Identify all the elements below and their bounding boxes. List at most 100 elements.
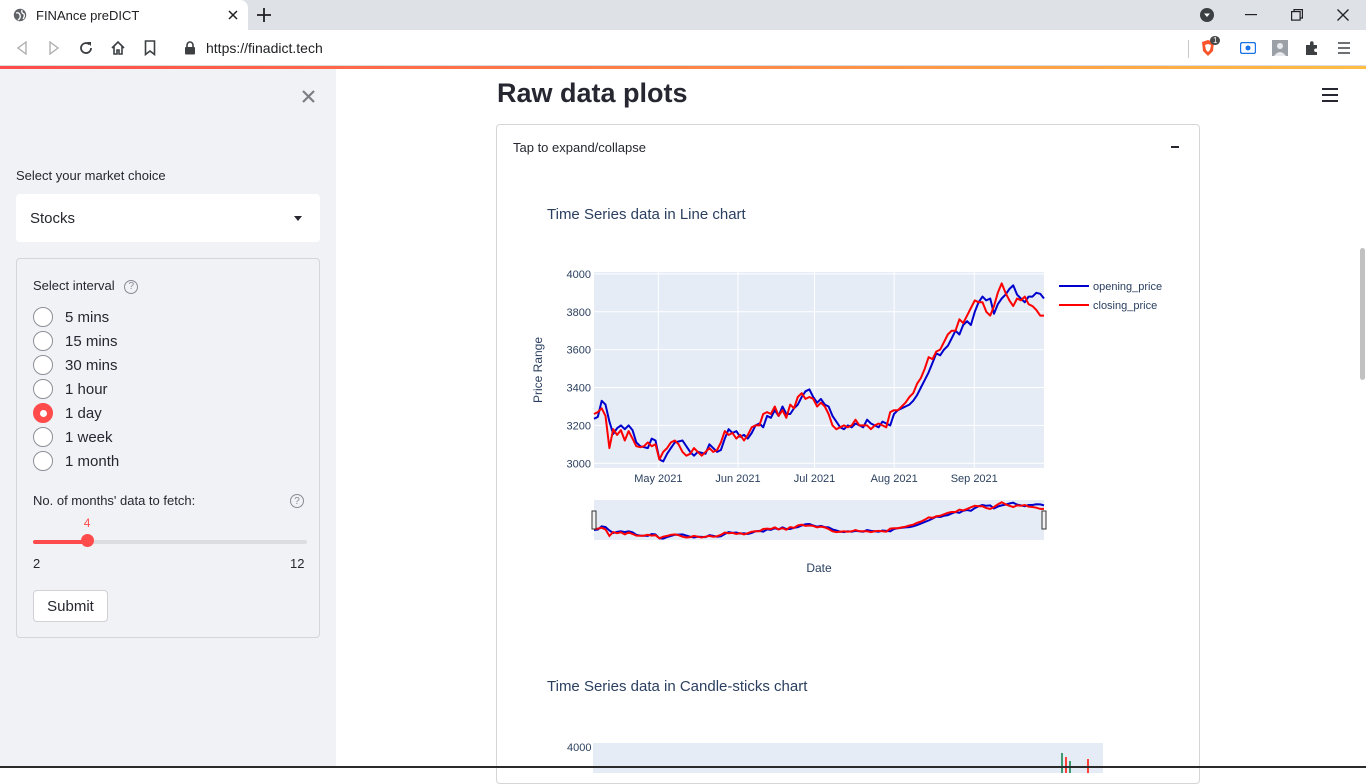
market-select[interactable]: Stocks (16, 194, 320, 242)
toolbar-divider (1188, 40, 1189, 58)
restore-button[interactable] (1274, 0, 1320, 30)
y-tick-label: 3200 (567, 420, 591, 432)
x-tick-label: Jun 2021 (715, 473, 760, 485)
slider-current-value: 4 (83, 516, 91, 530)
months-slider-thumb[interactable] (81, 534, 95, 547)
brave-shields-button[interactable]: 1 (1199, 36, 1221, 57)
interval-option[interactable]: 1 hour (33, 379, 108, 399)
radio-button[interactable] (33, 403, 53, 423)
y-tick-label: 3800 (567, 307, 591, 319)
radio-button[interactable] (33, 427, 53, 447)
browser-tab[interactable]: FINAnce preDICT (0, 0, 248, 30)
interval-label: Select interval (33, 278, 115, 293)
series-line-closing_price (593, 282, 1044, 461)
home-icon (111, 40, 125, 55)
x-axis-ticks: May 2021 Jun 2021 Jul 2021 Aug 2021 Sep 2021 (634, 473, 998, 485)
bookmark-button[interactable] (140, 38, 160, 58)
radio-button[interactable] (33, 307, 53, 327)
x-tick-label: Jul 2021 (794, 473, 836, 485)
candle-marks (1061, 753, 1089, 773)
help-icon[interactable]: ? (124, 279, 139, 294)
months-slider-track[interactable] (33, 540, 307, 544)
url-text: https://finadict.tech (206, 40, 323, 56)
plot-area (594, 272, 1044, 468)
interval-option-label: 15 mins (65, 332, 118, 350)
legend-entry: closing_price (1093, 300, 1157, 312)
market-select-value: Stocks (30, 209, 76, 227)
interval-option[interactable]: 1 day (33, 403, 102, 423)
range-handle-left (591, 510, 597, 530)
legend[interactable]: opening_price closing_price (1059, 281, 1162, 312)
y-tick-label: 4000 (567, 269, 591, 281)
interval-option[interactable]: 15 mins (33, 331, 118, 351)
x-tick-label: May 2021 (634, 473, 682, 485)
line-chart: 3000 3200 3400 3600 3800 4000 May 2021 Jun 202… (531, 269, 1162, 575)
profile-extension[interactable] (1271, 39, 1289, 57)
market-select-label: Select your market choice (16, 168, 166, 183)
browser-titlebar: FINAnce preDICT (0, 0, 1366, 30)
taskbar-edge (0, 766, 1366, 768)
interval-option-label: 1 hour (65, 380, 108, 398)
minimize-button[interactable] (1228, 0, 1274, 30)
expander-header[interactable]: Tap to expand/collapse (513, 140, 646, 155)
interval-option[interactable]: 1 week (33, 427, 113, 447)
close-icon (1337, 9, 1349, 21)
radio-button[interactable] (33, 451, 53, 471)
range-slider[interactable] (591, 500, 1047, 540)
months-slider-fill (33, 540, 88, 544)
forward-icon (49, 41, 60, 55)
interval-label-row: Select interval ? (33, 278, 139, 294)
radio-button[interactable] (33, 331, 53, 351)
portrait-icon (1272, 40, 1288, 56)
interval-option[interactable]: 1 month (33, 451, 119, 471)
slider-max-label: 12 (290, 556, 305, 571)
interval-option-label: 1 day (65, 404, 102, 422)
interval-option-label: 30 mins (65, 356, 118, 374)
candle-bar (1061, 753, 1063, 773)
app-menu-button[interactable] (1322, 88, 1338, 104)
close-window-button[interactable] (1320, 0, 1366, 30)
browser-menu-button[interactable] (1335, 39, 1353, 57)
series-lines (593, 282, 1045, 463)
range-series-line (593, 501, 1044, 540)
series-line-opening_price (593, 284, 1045, 463)
page-scrollbar-thumb[interactable] (1360, 248, 1365, 380)
close-icon (301, 89, 315, 103)
reload-button[interactable] (76, 38, 96, 58)
interval-option-label: 1 month (65, 452, 120, 470)
lock-icon (185, 41, 195, 55)
address-bar[interactable]: https://finadict.tech (170, 34, 1190, 62)
interval-option[interactable]: 30 mins (33, 355, 118, 375)
new-tab-button[interactable] (254, 5, 274, 25)
chevron-down-icon (1200, 8, 1214, 22)
close-tab-icon[interactable] (224, 6, 242, 24)
candle-plot-area (593, 743, 1103, 773)
bookmark-icon (144, 40, 156, 56)
sidebar: Select your market choice Stocks Select … (0, 69, 336, 768)
sidebar-close-button[interactable] (298, 86, 318, 106)
help-icon[interactable]: ? (290, 494, 304, 508)
back-icon (16, 41, 27, 55)
globe-icon (13, 8, 27, 22)
y-axis-ticks: 3000 3200 3400 3600 3800 4000 (567, 269, 591, 470)
extensions-button[interactable] (1303, 39, 1321, 57)
legend-entry: opening_price (1093, 281, 1162, 293)
forward-button[interactable] (44, 38, 64, 58)
screen-capture-extension[interactable] (1239, 39, 1257, 57)
home-button[interactable] (108, 38, 128, 58)
y-tick-label: 3600 (567, 345, 591, 357)
radio-button[interactable] (33, 379, 53, 399)
y-tick-label: 3000 (567, 458, 591, 470)
puzzle-icon (1306, 41, 1317, 55)
interval-option[interactable]: 5 mins (33, 307, 109, 327)
slider-min-label: 2 (33, 556, 41, 571)
plus-icon (257, 8, 271, 22)
submit-button[interactable]: Submit (33, 590, 108, 622)
x-tick-label: Aug 2021 (871, 473, 918, 485)
tab-search-button[interactable] (1184, 0, 1230, 30)
settings-form: Select interval ? 5 mins 15 mins 30 mins 1 … (16, 258, 320, 638)
back-button[interactable] (12, 38, 32, 58)
radio-button[interactable] (33, 355, 53, 375)
collapse-icon[interactable] (1171, 146, 1179, 148)
extension-badge: 1 (1210, 36, 1221, 45)
